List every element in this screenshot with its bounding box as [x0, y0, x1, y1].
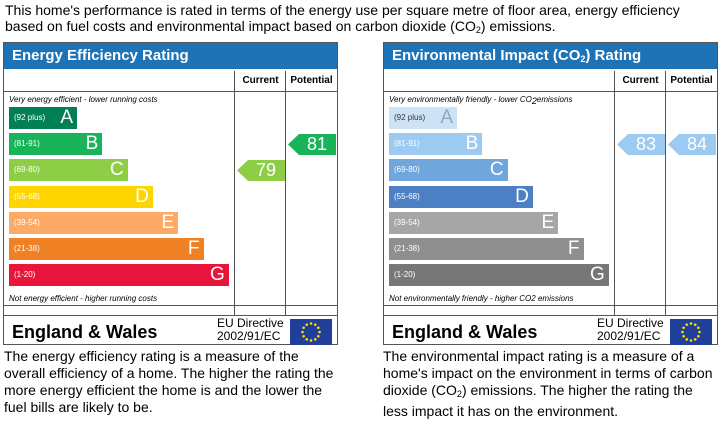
current-rating-value: 83	[635, 133, 657, 154]
band-range-label: (1-20)	[14, 270, 36, 280]
band-range-label: (92 plus)	[394, 113, 426, 122]
bottom-note: Not environmentally friendly - higher CO…	[389, 294, 574, 303]
band-letter: F	[567, 238, 580, 259]
band-range-label: (39-54)	[14, 217, 40, 227]
rating-band-b: (81-91) B	[389, 133, 483, 156]
band-range-label: (39-54)	[394, 217, 420, 227]
rating-band-f: (21-38) F	[9, 238, 204, 260]
band-letter: A	[60, 107, 73, 128]
band-letter: C	[489, 159, 504, 181]
band-letter: A	[440, 107, 453, 128]
band-letter: F	[187, 238, 200, 259]
potential-column-header: Potential	[290, 75, 333, 86]
rating-band-d: (55-68) D	[389, 185, 533, 208]
region-label: England & Wales	[12, 322, 158, 342]
potential-rating-arrow: 81	[288, 133, 336, 155]
footer-divider	[384, 315, 717, 316]
potential-rating-value: 81	[306, 133, 328, 154]
band-range-label: (69-80)	[14, 165, 40, 175]
band-range-label: (21-38)	[394, 244, 420, 253]
rating-band-c: (69-80) C	[389, 159, 508, 182]
band-range-label: (69-80)	[394, 165, 420, 175]
band-letter: G	[210, 264, 225, 286]
current-rating-arrow: 79	[237, 159, 285, 181]
bottom-divider	[384, 305, 717, 306]
bottom-note: Not energy efficient - higher running co…	[9, 294, 158, 303]
band-range-label: (81-91)	[394, 139, 420, 149]
top-note: Very energy efficient - lower running co…	[9, 95, 158, 104]
rating-band-d: (55-68) D	[9, 185, 153, 208]
chart-title: Energy Efficiency Rating	[4, 43, 337, 69]
top-note: Very environmentally friendly - lower CO…	[389, 95, 573, 106]
rating-band-f: (21-38) F	[389, 238, 584, 260]
environmental-impact-chart: Environmental Impact (CO2) Rating Curren…	[383, 42, 718, 345]
band-range-label: (55-68)	[394, 191, 420, 201]
band-range-label: (81-91)	[14, 139, 40, 149]
intro-text: This home's performance is rated in term…	[5, 2, 680, 35]
rating-band-e: (39-54) E	[389, 211, 559, 234]
rating-band-c: (69-80) C	[9, 159, 128, 182]
current-rating-value: 79	[255, 159, 277, 180]
current-column-header: Current	[622, 75, 659, 86]
band-range-label: (55-68)	[14, 191, 40, 201]
band-letter: C	[109, 159, 124, 181]
band-range-label: (92 plus)	[14, 113, 46, 122]
eu-directive-label: EU Directive 2002/91/EC	[597, 316, 664, 343]
band-letter: B	[85, 133, 99, 155]
band-letter: E	[541, 211, 555, 233]
rating-band-a: (92 plus) A	[389, 107, 457, 129]
header-divider	[384, 91, 717, 92]
potential-column-header: Potential	[670, 75, 713, 86]
band-letter: D	[135, 185, 149, 207]
band-letter: B	[465, 133, 479, 155]
band-letter: E	[161, 211, 175, 233]
eu-flag-icon	[290, 319, 332, 345]
eu-flag-icon	[670, 319, 712, 345]
current-column-header: Current	[242, 75, 279, 86]
rating-band-g: (1-20) G	[9, 264, 229, 287]
band-range-label: (1-20)	[394, 270, 416, 280]
energy-description: The energy efficiency rating is a measur…	[4, 348, 334, 415]
eu-directive-label: EU Directive 2002/91/EC	[217, 316, 284, 343]
band-letter: G	[590, 264, 605, 286]
chart-title: Environmental Impact (CO2) Rating	[384, 43, 717, 69]
region-label: England & Wales	[392, 322, 538, 342]
environment-description: The environmental impact rating is a mea…	[383, 348, 713, 419]
column-divider	[234, 71, 235, 316]
band-range-label: (21-38)	[14, 244, 40, 253]
energy-efficiency-chart: Energy Efficiency Rating Current Potenti…	[3, 42, 338, 345]
potential-rating-arrow: 84	[668, 133, 716, 155]
band-letter: D	[515, 185, 529, 207]
rating-band-e: (39-54) E	[9, 211, 179, 234]
column-divider	[614, 71, 615, 316]
rating-band-a: (92 plus) A	[9, 107, 77, 129]
column-divider	[665, 71, 666, 316]
potential-rating-value: 84	[686, 133, 708, 154]
rating-band-g: (1-20) G	[389, 264, 609, 287]
column-divider	[285, 71, 286, 316]
bottom-divider	[4, 305, 337, 306]
rating-band-b: (81-91) B	[9, 133, 103, 156]
header-divider	[4, 91, 337, 92]
footer-divider	[4, 315, 337, 316]
current-rating-arrow: 83	[617, 133, 665, 155]
